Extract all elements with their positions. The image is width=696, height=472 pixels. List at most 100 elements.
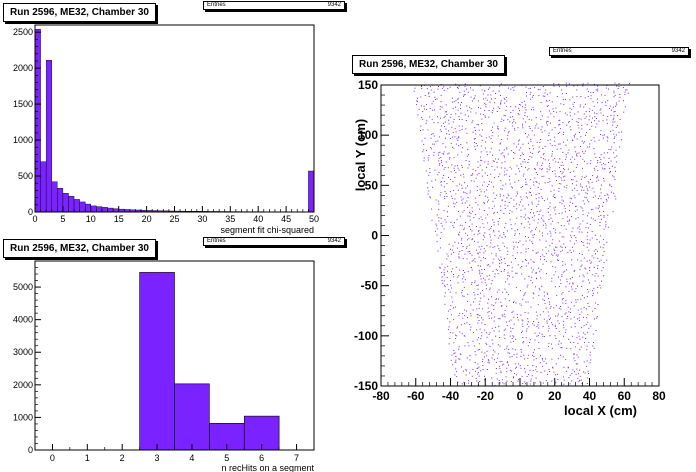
xy-point (471, 207, 473, 209)
xy-point (555, 180, 557, 181)
xy-point (494, 177, 495, 179)
xy-point (459, 331, 461, 333)
xy-point (512, 348, 514, 350)
xy-point (491, 339, 493, 341)
xy-point (586, 349, 588, 351)
xy-point (540, 269, 542, 271)
xy-point (595, 249, 597, 250)
xy-point (585, 338, 587, 339)
xy-point (430, 89, 432, 91)
xy-point (443, 274, 445, 276)
xy-point (499, 250, 501, 252)
xy-point (502, 184, 504, 186)
xy-point (458, 136, 460, 138)
xy-point (480, 248, 482, 250)
xy-point (592, 175, 594, 177)
xy-point (569, 197, 571, 199)
xy-point (465, 120, 467, 122)
xy-point (500, 305, 502, 307)
xy-point (536, 326, 538, 328)
xy-point (463, 176, 465, 178)
xy-point (527, 197, 528, 199)
xy-point (513, 316, 515, 318)
xy-point (515, 367, 517, 369)
xy-point (595, 207, 597, 209)
xy-point (443, 175, 445, 176)
xy-point (490, 147, 492, 149)
xy-point (535, 377, 537, 379)
xy-point (467, 167, 469, 169)
xy-point (427, 159, 429, 161)
xy-point (455, 359, 457, 361)
xy-point (554, 286, 556, 288)
xy-point (461, 167, 463, 168)
xy-point (547, 140, 549, 141)
xy-point (593, 191, 595, 193)
xy-point (593, 167, 595, 169)
xy-point (467, 239, 469, 241)
xy-point (594, 120, 595, 122)
xy-point (508, 202, 510, 203)
xy-point (535, 311, 537, 313)
xy-point (483, 379, 485, 381)
xy-point (513, 323, 515, 325)
xy-point (471, 174, 473, 176)
xy-point (557, 379, 559, 380)
xy-point (588, 119, 590, 121)
xy-point (546, 100, 548, 102)
xy-point (533, 212, 534, 214)
xy-point (524, 100, 526, 102)
xy-point (488, 229, 490, 231)
xy-point (586, 345, 588, 347)
xy-point (569, 374, 571, 376)
xy-point (511, 228, 513, 230)
xy-point (531, 194, 532, 196)
xy-point (558, 182, 560, 184)
xy-point (483, 295, 485, 297)
xy-point (599, 225, 601, 227)
xy-point (474, 127, 476, 129)
xy-point (435, 141, 437, 143)
xy-point (493, 258, 495, 260)
xy-point (465, 232, 467, 234)
xy-point (439, 105, 441, 107)
xy-point (569, 219, 571, 221)
xy-point (573, 106, 575, 108)
xy-point (438, 209, 440, 210)
xy-point (464, 114, 466, 116)
xy-point (616, 104, 618, 106)
xy-point (584, 103, 586, 105)
xy-point (444, 121, 446, 123)
xy-point (470, 315, 472, 317)
xy-point (486, 350, 488, 352)
xy-point (603, 216, 605, 218)
xy-point (537, 127, 539, 129)
xy-point (452, 301, 454, 303)
xy-point (550, 217, 552, 219)
xy-point (520, 314, 522, 316)
xy-point (455, 334, 456, 336)
xy-point (461, 290, 463, 292)
xy-point (526, 136, 528, 138)
xy-point (537, 222, 539, 224)
xy-point (573, 102, 575, 103)
xy-point (536, 174, 538, 176)
xy-point (439, 247, 441, 249)
chi2-y-tick-label: 1500 (13, 99, 33, 109)
xy-point (526, 116, 528, 118)
xy-point (540, 102, 542, 103)
xy-point (582, 210, 584, 212)
xy-point (540, 156, 542, 158)
xy-point (517, 127, 519, 129)
xy-point (476, 174, 478, 176)
xy-point (602, 167, 603, 169)
xy-point (512, 122, 513, 124)
xy-point (569, 201, 571, 203)
xy-point (530, 91, 532, 93)
xy-point (573, 85, 575, 87)
xy-point (567, 251, 569, 253)
xy-point (553, 189, 555, 191)
xy-point (531, 375, 533, 377)
xy-point (435, 199, 437, 201)
xy-point (572, 139, 573, 141)
